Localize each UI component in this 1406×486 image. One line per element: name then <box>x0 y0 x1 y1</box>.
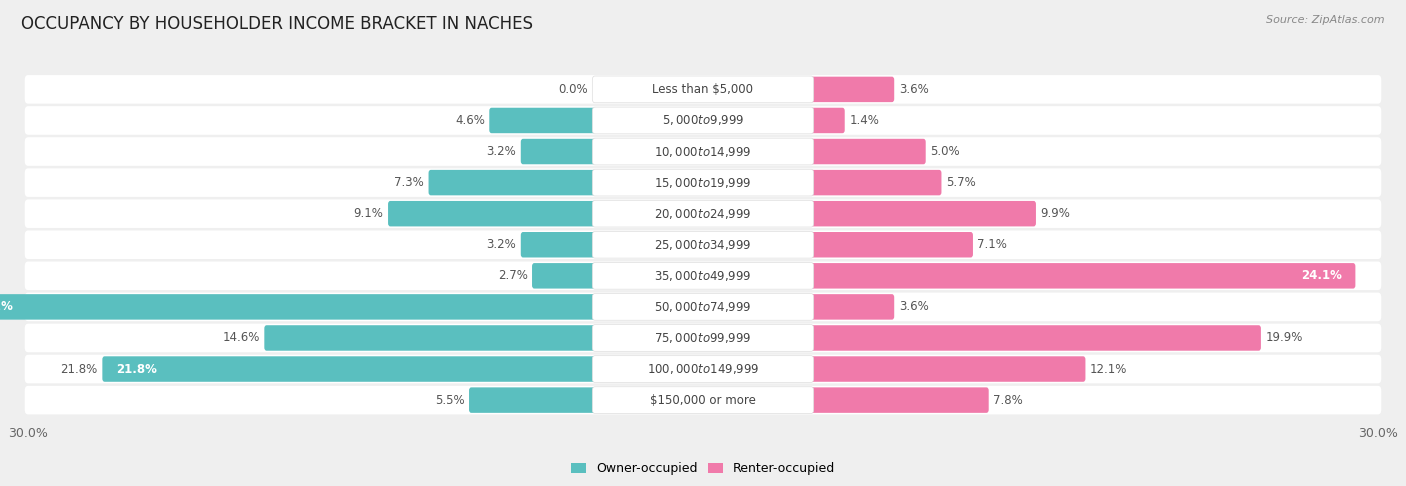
FancyBboxPatch shape <box>808 325 1261 351</box>
FancyBboxPatch shape <box>592 200 814 227</box>
Text: 14.6%: 14.6% <box>222 331 260 345</box>
Text: $35,000 to $49,999: $35,000 to $49,999 <box>654 269 752 283</box>
FancyBboxPatch shape <box>592 262 814 289</box>
Text: 21.8%: 21.8% <box>115 363 156 376</box>
FancyBboxPatch shape <box>808 108 845 133</box>
Text: OCCUPANCY BY HOUSEHOLDER INCOME BRACKET IN NACHES: OCCUPANCY BY HOUSEHOLDER INCOME BRACKET … <box>21 15 533 33</box>
FancyBboxPatch shape <box>470 387 598 413</box>
FancyBboxPatch shape <box>592 76 814 103</box>
FancyBboxPatch shape <box>808 170 942 195</box>
FancyBboxPatch shape <box>25 75 1381 104</box>
Text: $25,000 to $34,999: $25,000 to $34,999 <box>654 238 752 252</box>
Text: 7.8%: 7.8% <box>993 394 1024 407</box>
Text: 2.7%: 2.7% <box>498 269 527 282</box>
FancyBboxPatch shape <box>592 325 814 351</box>
Text: Source: ZipAtlas.com: Source: ZipAtlas.com <box>1267 15 1385 25</box>
FancyBboxPatch shape <box>808 201 1036 226</box>
Text: 0.0%: 0.0% <box>558 83 588 96</box>
FancyBboxPatch shape <box>25 324 1381 352</box>
Text: 5.0%: 5.0% <box>931 145 960 158</box>
FancyBboxPatch shape <box>592 356 814 382</box>
Text: 1.4%: 1.4% <box>849 114 879 127</box>
FancyBboxPatch shape <box>388 201 598 226</box>
Text: 5.5%: 5.5% <box>434 394 464 407</box>
Text: $75,000 to $99,999: $75,000 to $99,999 <box>654 331 752 345</box>
FancyBboxPatch shape <box>25 230 1381 259</box>
Text: 7.3%: 7.3% <box>394 176 425 189</box>
FancyBboxPatch shape <box>808 356 1085 382</box>
FancyBboxPatch shape <box>592 169 814 196</box>
Legend: Owner-occupied, Renter-occupied: Owner-occupied, Renter-occupied <box>567 457 839 481</box>
Text: 4.6%: 4.6% <box>456 114 485 127</box>
Text: $50,000 to $74,999: $50,000 to $74,999 <box>654 300 752 314</box>
FancyBboxPatch shape <box>25 261 1381 290</box>
Text: 3.2%: 3.2% <box>486 238 516 251</box>
Text: 7.1%: 7.1% <box>977 238 1007 251</box>
FancyBboxPatch shape <box>264 325 598 351</box>
FancyBboxPatch shape <box>25 199 1381 228</box>
Text: Less than $5,000: Less than $5,000 <box>652 83 754 96</box>
Text: 19.9%: 19.9% <box>1265 331 1303 345</box>
FancyBboxPatch shape <box>25 106 1381 135</box>
FancyBboxPatch shape <box>429 170 598 195</box>
Text: 5.7%: 5.7% <box>946 176 976 189</box>
FancyBboxPatch shape <box>0 294 598 320</box>
FancyBboxPatch shape <box>25 293 1381 321</box>
Text: 9.1%: 9.1% <box>354 207 384 220</box>
Text: $15,000 to $19,999: $15,000 to $19,999 <box>654 175 752 190</box>
Text: 30.0%: 30.0% <box>8 427 48 439</box>
Text: 9.9%: 9.9% <box>1040 207 1070 220</box>
FancyBboxPatch shape <box>25 386 1381 415</box>
Text: 21.8%: 21.8% <box>60 363 98 376</box>
FancyBboxPatch shape <box>520 139 598 164</box>
FancyBboxPatch shape <box>25 168 1381 197</box>
FancyBboxPatch shape <box>592 294 814 320</box>
Text: $20,000 to $24,999: $20,000 to $24,999 <box>654 207 752 221</box>
Text: 12.1%: 12.1% <box>1090 363 1128 376</box>
FancyBboxPatch shape <box>808 77 894 102</box>
Text: $150,000 or more: $150,000 or more <box>650 394 756 407</box>
Text: 24.1%: 24.1% <box>1301 269 1341 282</box>
FancyBboxPatch shape <box>25 355 1381 383</box>
FancyBboxPatch shape <box>592 231 814 258</box>
FancyBboxPatch shape <box>592 107 814 134</box>
FancyBboxPatch shape <box>808 387 988 413</box>
Text: $10,000 to $14,999: $10,000 to $14,999 <box>654 144 752 158</box>
FancyBboxPatch shape <box>531 263 598 289</box>
FancyBboxPatch shape <box>808 294 894 320</box>
Text: 30.0%: 30.0% <box>1358 427 1398 439</box>
FancyBboxPatch shape <box>592 387 814 414</box>
Text: 3.6%: 3.6% <box>898 83 928 96</box>
FancyBboxPatch shape <box>808 263 1355 289</box>
Text: $100,000 to $149,999: $100,000 to $149,999 <box>647 362 759 376</box>
Text: $5,000 to $9,999: $5,000 to $9,999 <box>662 113 744 127</box>
Text: 28.2%: 28.2% <box>0 300 13 313</box>
FancyBboxPatch shape <box>489 108 598 133</box>
Text: 3.2%: 3.2% <box>486 145 516 158</box>
FancyBboxPatch shape <box>808 139 925 164</box>
FancyBboxPatch shape <box>25 137 1381 166</box>
FancyBboxPatch shape <box>592 138 814 165</box>
FancyBboxPatch shape <box>520 232 598 258</box>
FancyBboxPatch shape <box>808 232 973 258</box>
FancyBboxPatch shape <box>103 356 598 382</box>
Text: 3.6%: 3.6% <box>898 300 928 313</box>
